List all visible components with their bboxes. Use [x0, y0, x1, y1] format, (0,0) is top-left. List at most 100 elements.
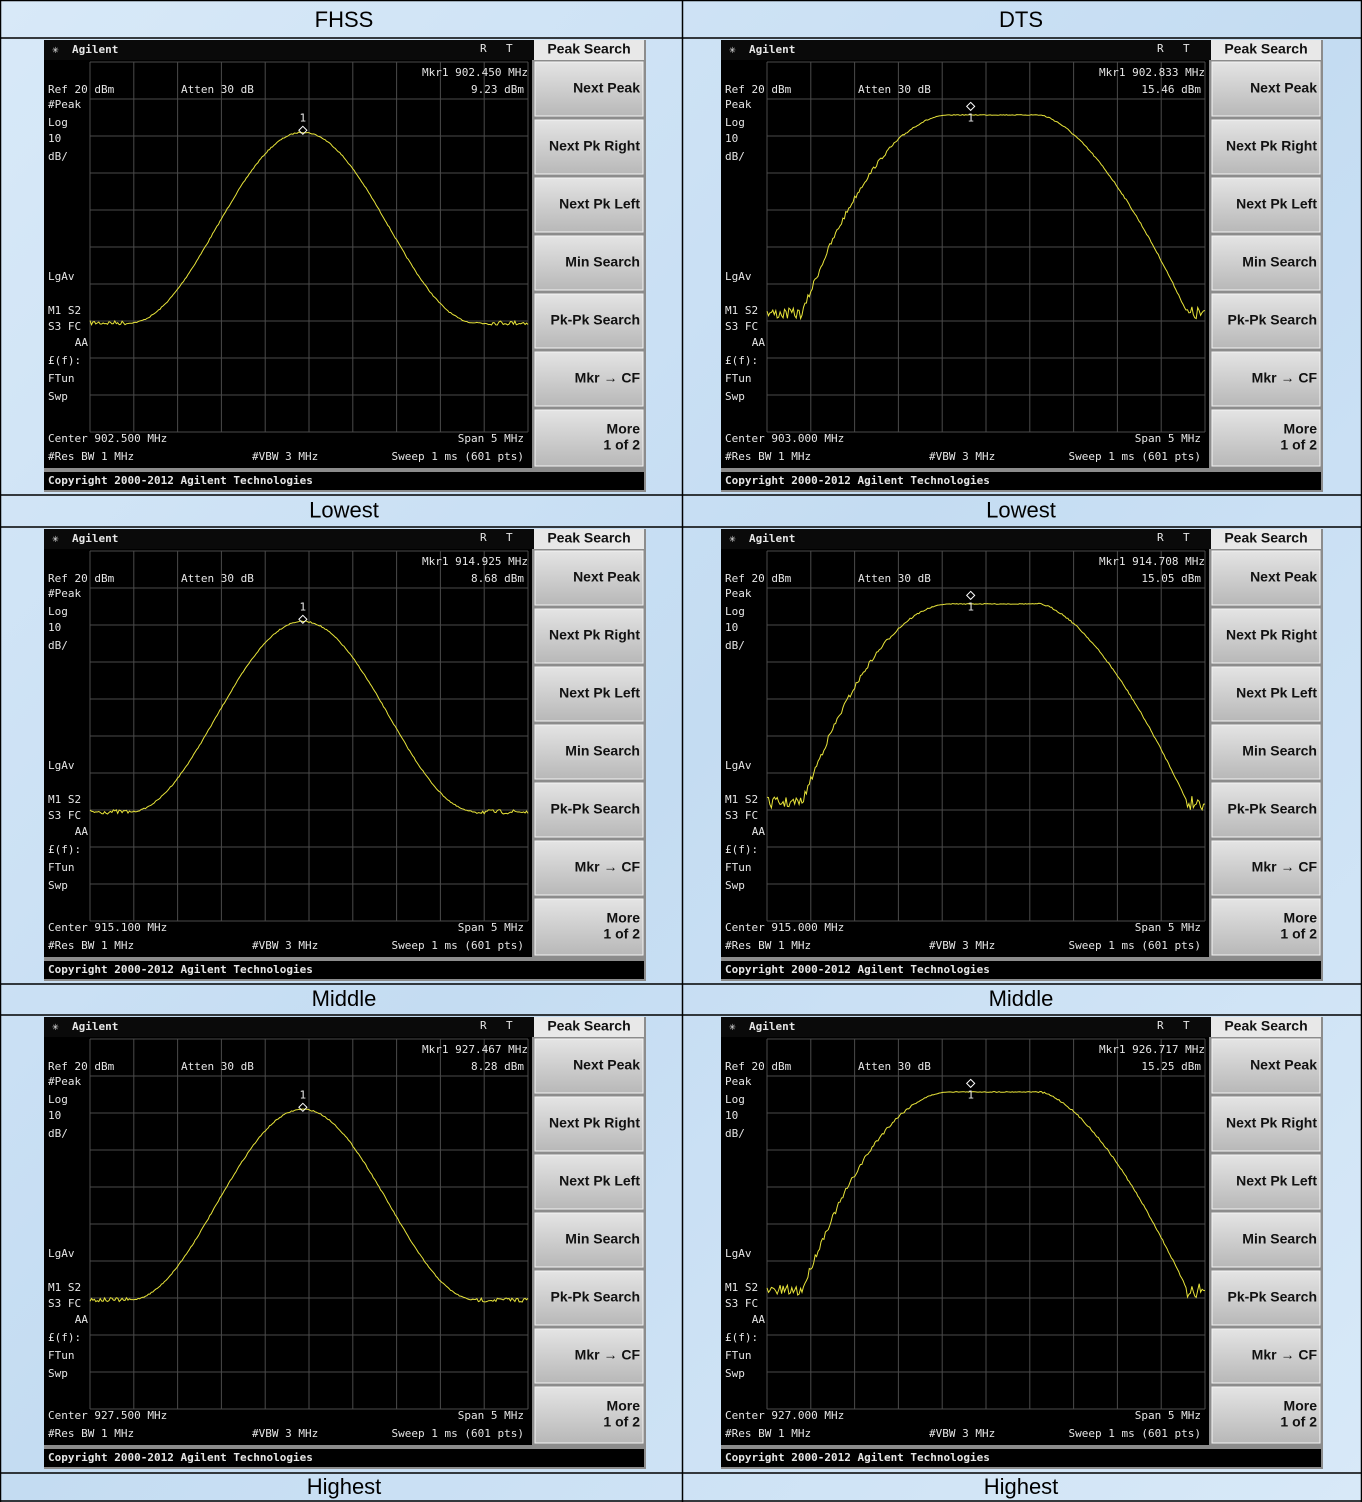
- sweep: Sweep 1 ms (601 pts): [1069, 1427, 1201, 1440]
- status-t: T: [1183, 1019, 1190, 1032]
- side-label: Swp: [48, 879, 68, 892]
- analyzer-screen: ✳AgilentRTPeak Search1Mkr1 926.717 MHz15…: [721, 1017, 1323, 1469]
- status-t: T: [506, 1019, 513, 1032]
- side-label: AA: [75, 1313, 89, 1326]
- logo-star: ✳: [52, 43, 59, 56]
- side-label: S3 FC: [48, 320, 81, 333]
- side-label: Log: [725, 1093, 745, 1106]
- column-header: FHSS: [315, 7, 374, 32]
- side-label: £(f):: [48, 354, 81, 367]
- ref-level: Ref 20 dBm: [48, 1060, 115, 1073]
- marker-number: 1: [967, 1088, 974, 1101]
- side-label: 10: [725, 1109, 738, 1122]
- detector: Peak: [725, 98, 752, 111]
- softkey-sublabel: 1 of 2: [603, 437, 640, 453]
- detector: Peak: [725, 1075, 752, 1088]
- span: Span 5 MHz: [458, 1409, 524, 1422]
- vbw: #VBW 3 MHz: [252, 1427, 318, 1440]
- rbw: #Res BW 1 MHz: [725, 1427, 811, 1440]
- softkey-label: More: [607, 1398, 641, 1414]
- status-r: R: [1157, 531, 1164, 544]
- softkey-label: Mkr → CF: [1252, 370, 1318, 386]
- attenuation: Atten 30 dB: [181, 1060, 254, 1073]
- marker-level: 8.68 dBm: [471, 572, 524, 585]
- marker-readout: Mkr1 926.717 MHz: [1099, 1043, 1205, 1056]
- vbw: #VBW 3 MHz: [929, 1427, 995, 1440]
- display: [721, 60, 1209, 468]
- side-label: S3 FC: [48, 809, 81, 822]
- center-freq: Center 927.000 MHz: [725, 1409, 844, 1422]
- brand: Agilent: [72, 43, 118, 56]
- row-caption: Highest: [984, 1474, 1059, 1499]
- side-label: £(f):: [725, 843, 758, 856]
- softkey-label: Pk-Pk Search: [1228, 801, 1318, 817]
- rbw: #Res BW 1 MHz: [48, 939, 134, 952]
- softkey-label: Mkr → CF: [575, 1347, 641, 1363]
- side-label: Swp: [725, 1367, 745, 1380]
- side-label: AA: [752, 336, 766, 349]
- display: [721, 549, 1209, 957]
- rbw: #Res BW 1 MHz: [725, 939, 811, 952]
- marker-level: 9.23 dBm: [471, 83, 524, 96]
- attenuation: Atten 30 dB: [858, 83, 931, 96]
- copyright: Copyright 2000-2012 Agilent Technologies: [48, 963, 313, 976]
- softkey-label: Pk-Pk Search: [1228, 1289, 1318, 1305]
- center-freq: Center 903.000 MHz: [725, 432, 844, 445]
- attenuation: Atten 30 dB: [181, 83, 254, 96]
- softkey-sublabel: 1 of 2: [603, 926, 640, 942]
- sweep: Sweep 1 ms (601 pts): [1069, 939, 1201, 952]
- ref-level: Ref 20 dBm: [725, 572, 792, 585]
- logo-star: ✳: [52, 1020, 59, 1033]
- marker-number: 1: [967, 111, 974, 124]
- softkey-label: Next Pk Right: [1226, 627, 1317, 643]
- marker-number: 1: [300, 111, 307, 124]
- copyright: Copyright 2000-2012 Agilent Technologies: [48, 474, 313, 487]
- side-label: FTun: [725, 1349, 752, 1362]
- side-label: AA: [752, 825, 766, 838]
- analyzer-screen: ✳AgilentRTPeak Search1Mkr1 914.708 MHz15…: [721, 529, 1323, 981]
- softkey-label: More: [607, 910, 641, 926]
- center-freq: Center 915.000 MHz: [725, 921, 844, 934]
- span: Span 5 MHz: [1135, 1409, 1201, 1422]
- side-label: AA: [75, 336, 89, 349]
- side-label: dB/: [48, 150, 68, 163]
- row-caption: Middle: [312, 986, 377, 1011]
- softkey-label: More: [607, 421, 641, 437]
- logo-star: ✳: [52, 532, 59, 545]
- side-label: S3 FC: [725, 1297, 758, 1310]
- side-label: LgAv: [48, 270, 75, 283]
- ref-level: Ref 20 dBm: [48, 83, 115, 96]
- softkey-label: Min Search: [1242, 254, 1317, 270]
- side-label: Swp: [725, 390, 745, 403]
- analyzer-screen: ✳AgilentRTPeak Search1Mkr1 902.833 MHz15…: [721, 40, 1323, 492]
- brand: Agilent: [72, 1020, 118, 1033]
- status-t: T: [506, 531, 513, 544]
- softkey-label: Min Search: [565, 254, 640, 270]
- rbw: #Res BW 1 MHz: [48, 450, 134, 463]
- display: [44, 1037, 532, 1445]
- side-label: Swp: [48, 1367, 68, 1380]
- copyright: Copyright 2000-2012 Agilent Technologies: [725, 1451, 990, 1464]
- logo-star: ✳: [729, 1020, 736, 1033]
- row-caption: Lowest: [986, 497, 1056, 522]
- softkey-label: Next Peak: [573, 80, 640, 96]
- softkey-label: Next Pk Right: [1226, 1115, 1317, 1131]
- softkey-label: Next Pk Left: [1236, 196, 1317, 212]
- side-label: £(f):: [48, 843, 81, 856]
- softkey-label: Next Pk Right: [549, 138, 640, 154]
- softkey-label: Next Pk Left: [1236, 685, 1317, 701]
- ref-level: Ref 20 dBm: [725, 83, 792, 96]
- sweep: Sweep 1 ms (601 pts): [392, 450, 524, 463]
- side-label: Log: [725, 116, 745, 129]
- side-label: Log: [48, 605, 68, 618]
- row-caption: Lowest: [309, 497, 379, 522]
- softkey-label: Next Peak: [1250, 569, 1317, 585]
- marker-readout: Mkr1 914.925 MHz: [422, 555, 528, 568]
- side-label: M1 S2: [48, 304, 81, 317]
- copyright: Copyright 2000-2012 Agilent Technologies: [725, 474, 990, 487]
- side-label: LgAv: [48, 1247, 75, 1260]
- side-label: FTun: [48, 1349, 75, 1362]
- softkey-label: Mkr → CF: [575, 859, 641, 875]
